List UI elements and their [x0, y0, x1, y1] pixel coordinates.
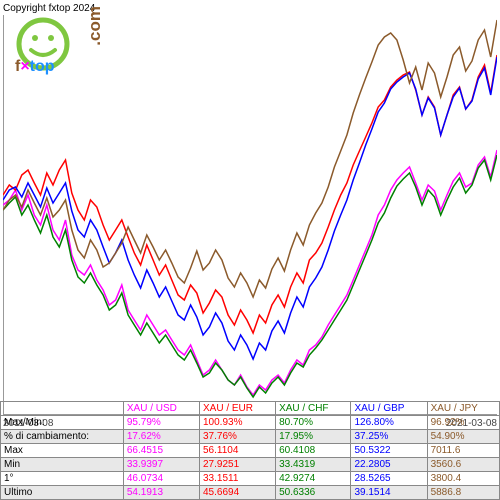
cell: 17.62% — [123, 430, 199, 444]
cell: 126.80% — [351, 416, 427, 430]
cell: 54.1913 — [123, 486, 199, 500]
cell: 50.6336 — [276, 486, 351, 500]
row-label: Max — [1, 444, 124, 458]
cell: 46.0734 — [123, 472, 199, 486]
cell: 17.95% — [276, 430, 351, 444]
cell: 100.93% — [199, 416, 275, 430]
cell: 33.1511 — [199, 472, 275, 486]
row-label: 1° — [1, 472, 124, 486]
series-xau-jpy — [3, 20, 497, 297]
row-label: Min — [1, 458, 124, 472]
col-header: XAU / CHF — [276, 402, 351, 416]
table-row: % di cambiamento:17.62%37.76%17.95%37.25… — [1, 430, 500, 444]
cell: 60.4108 — [276, 444, 351, 458]
cell: 22.2805 — [351, 458, 427, 472]
cell: 28.5265 — [351, 472, 427, 486]
cell: 37.25% — [351, 430, 427, 444]
col-header: XAU / GBP — [351, 402, 427, 416]
table-corner — [1, 402, 124, 416]
table-row: Ultimo54.191345.669450.633639.15145886.8 — [1, 486, 500, 500]
cell: 3560.6 — [427, 458, 499, 472]
table-row: 1°46.073433.151142.927428.52653800.4 — [1, 472, 500, 486]
chart-lines — [3, 15, 497, 415]
cell: 54.90% — [427, 430, 499, 444]
row-label: % di cambiamento: — [1, 430, 124, 444]
cell: 95.79% — [123, 416, 199, 430]
cell: 37.76% — [199, 430, 275, 444]
cell: 39.1514 — [351, 486, 427, 500]
series-xau-chf — [3, 155, 497, 397]
col-header: XAU / EUR — [199, 402, 275, 416]
cell: 33.4319 — [276, 458, 351, 472]
cell: 66.4515 — [123, 444, 199, 458]
col-header: XAU / USD — [123, 402, 199, 416]
row-label: Max/Min: — [1, 416, 124, 430]
col-header: XAU / JPY — [427, 402, 499, 416]
cell: 33.9397 — [123, 458, 199, 472]
cell: 7011.6 — [427, 444, 499, 458]
table-header-row: XAU / USDXAU / EURXAU / CHFXAU / GBPXAU … — [1, 402, 500, 416]
cell: 45.6694 — [199, 486, 275, 500]
cell: 27.9251 — [199, 458, 275, 472]
cell: 56.1104 — [199, 444, 275, 458]
cell: 42.9274 — [276, 472, 351, 486]
cell: 80.70% — [276, 416, 351, 430]
data-table: XAU / USDXAU / EURXAU / CHFXAU / GBPXAU … — [0, 401, 500, 500]
cell: 50.5322 — [351, 444, 427, 458]
table-row: Min33.939727.925133.431922.28053560.6 — [1, 458, 500, 472]
table-row: Max66.451556.110460.410850.53227011.6 — [1, 444, 500, 458]
row-label: Ultimo — [1, 486, 124, 500]
cell: 3800.4 — [427, 472, 499, 486]
table-row: Max/Min:95.79%100.93%80.70%126.80%96.92% — [1, 416, 500, 430]
chart-area — [0, 0, 500, 420]
cell: 96.92% — [427, 416, 499, 430]
cell: 5886.8 — [427, 486, 499, 500]
